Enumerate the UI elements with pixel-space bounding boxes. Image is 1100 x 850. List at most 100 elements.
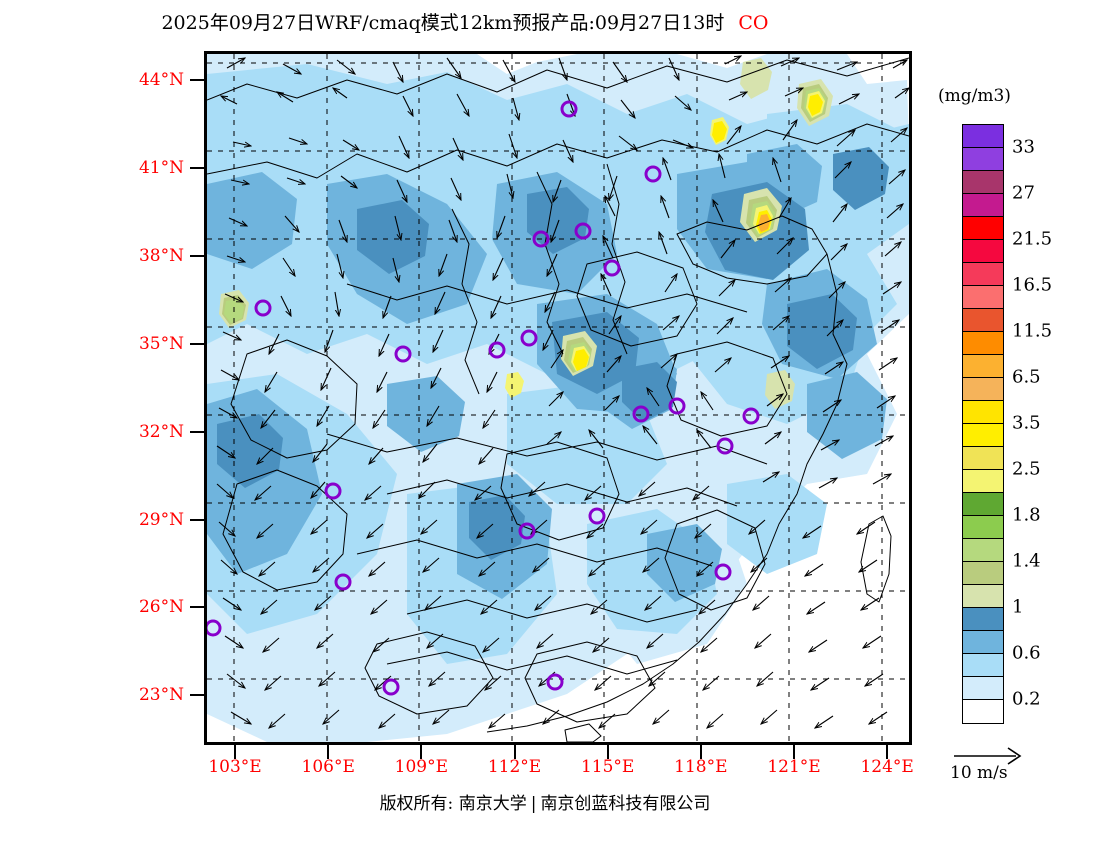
city-marker[interactable] xyxy=(588,507,606,525)
colorbar-band xyxy=(963,700,1003,723)
colorbar-tick-label: 21.5 xyxy=(1012,228,1053,250)
colorbar[interactable] xyxy=(962,124,1004,724)
city-marker[interactable] xyxy=(324,482,342,500)
colorbar-band xyxy=(963,194,1003,217)
longitude-tick-label: 112°E xyxy=(487,757,542,777)
colorbar-band xyxy=(963,654,1003,677)
latitude-tick-mark xyxy=(190,694,205,697)
longitude-tick-label: 121°E xyxy=(767,757,821,777)
longitude-tick-label: 106°E xyxy=(301,757,355,777)
colorbar-tick-label: 0.2 xyxy=(1012,688,1041,710)
city-marker[interactable] xyxy=(716,437,734,455)
city-marker-layer[interactable] xyxy=(207,100,760,696)
city-marker[interactable] xyxy=(574,222,592,240)
colorbar-tick-label: 6.5 xyxy=(1012,366,1041,388)
city-marker[interactable] xyxy=(546,673,564,691)
copyright-left: 版权所有: 南京大学 xyxy=(379,794,527,814)
colorbar-tick-label: 11.5 xyxy=(1012,320,1053,342)
city-marker[interactable] xyxy=(254,299,272,317)
colorbar-band xyxy=(963,447,1003,470)
province-boundaries xyxy=(207,57,909,742)
colorbar-band xyxy=(963,608,1003,631)
longitude-tick-mark xyxy=(699,745,702,759)
longitude-tick-mark xyxy=(327,745,330,759)
longitude-tick-mark xyxy=(420,745,423,759)
wind-scale-label: 10 m/s xyxy=(950,763,1008,783)
colorbar-band xyxy=(963,585,1003,608)
colorbar-band xyxy=(963,677,1003,700)
latitude-tick-label: 26°N xyxy=(138,597,184,618)
latitude-tick-mark xyxy=(190,518,205,521)
latitude-tick-label: 38°N xyxy=(138,245,184,266)
colorbar-tick-label: 2.5 xyxy=(1012,458,1041,480)
colorbar-band xyxy=(963,148,1003,171)
latitude-tick-mark xyxy=(190,167,205,170)
colorbar-band xyxy=(963,470,1003,493)
city-marker[interactable] xyxy=(603,259,621,277)
latitude-tick-label: 35°N xyxy=(138,333,184,354)
wind-scale-key: 10 m/s xyxy=(950,745,1090,783)
latitude-tick-mark xyxy=(190,79,205,82)
city-marker[interactable] xyxy=(334,573,352,591)
longitude-tick-mark xyxy=(793,745,795,759)
copyright-separator: | xyxy=(530,794,537,814)
latitude-tick-mark xyxy=(190,254,205,257)
longitude-tick-label: 124°E xyxy=(860,757,914,777)
city-marker[interactable] xyxy=(742,407,760,425)
map-canvas xyxy=(207,54,909,742)
colorbar-band xyxy=(963,286,1003,309)
colorbar-tick-label: 1 xyxy=(1012,596,1024,618)
chart-title-text: 2025年09月27日WRF/cmaq模式12km预报产品:09月27日13时 xyxy=(161,12,725,34)
colorbar-band xyxy=(963,539,1003,562)
colorbar-tick-label: 27 xyxy=(1012,182,1035,204)
chart-species-label: CO xyxy=(738,12,769,34)
city-marker[interactable] xyxy=(560,100,578,118)
colorbar-band xyxy=(963,332,1003,355)
colorbar-band xyxy=(963,424,1003,447)
colorbar-tick-label: 16.5 xyxy=(1012,274,1053,296)
city-marker[interactable] xyxy=(518,522,536,540)
colorbar-band xyxy=(963,263,1003,286)
colorbar-band xyxy=(963,493,1003,516)
latitude-tick-mark xyxy=(190,430,205,433)
colorbar-band xyxy=(963,378,1003,401)
longitude-tick-mark xyxy=(886,745,889,759)
wind-vector-field xyxy=(216,56,909,728)
longitude-tick-mark xyxy=(234,745,237,759)
city-marker[interactable] xyxy=(394,345,412,363)
latitude-tick-label: 32°N xyxy=(138,421,184,442)
city-marker[interactable] xyxy=(488,341,506,359)
colorbar-band xyxy=(963,171,1003,194)
city-marker[interactable] xyxy=(382,678,400,696)
latitude-tick-mark xyxy=(190,342,205,345)
longitude-tick-mark xyxy=(513,745,516,759)
copyright-right: 南京创蓝科技有限公司 xyxy=(540,794,711,814)
colorbar-band xyxy=(963,217,1003,240)
latitude-tick-label: 44°N xyxy=(138,70,184,91)
colorbar-band xyxy=(963,240,1003,263)
chart-title: 2025年09月27日WRF/cmaq模式12km预报产品:09月27日13时 C… xyxy=(0,8,930,35)
forecast-map[interactable] xyxy=(204,51,912,745)
colorbar-units-label: (mg/m3) xyxy=(938,86,1011,106)
city-marker[interactable] xyxy=(520,329,538,347)
arrow-right-icon xyxy=(950,745,1090,765)
latitude-tick-label: 41°N xyxy=(138,158,184,179)
colorbar-band xyxy=(963,309,1003,332)
latitude-tick-label: 23°N xyxy=(138,685,184,706)
city-marker[interactable] xyxy=(532,230,550,248)
longitude-tick-mark xyxy=(606,745,609,759)
city-marker[interactable] xyxy=(632,405,650,423)
city-marker[interactable] xyxy=(714,563,732,581)
longitude-tick-label: 109°E xyxy=(394,757,449,777)
colorbar-band xyxy=(963,631,1003,654)
city-marker[interactable] xyxy=(644,165,662,183)
city-marker[interactable] xyxy=(207,619,222,637)
colorbar-band xyxy=(963,401,1003,424)
colorbar-tick-label: 0.6 xyxy=(1012,642,1041,664)
colorbar-tick-label: 1.8 xyxy=(1012,504,1041,526)
longitude-tick-label: 103°E xyxy=(208,757,262,777)
latitude-tick-mark xyxy=(190,606,205,609)
colorbar-tick-label: 33 xyxy=(1012,136,1035,158)
city-marker[interactable] xyxy=(668,397,686,415)
copyright-notice: 版权所有: 南京大学 | 南京创蓝科技有限公司 xyxy=(0,789,1090,814)
